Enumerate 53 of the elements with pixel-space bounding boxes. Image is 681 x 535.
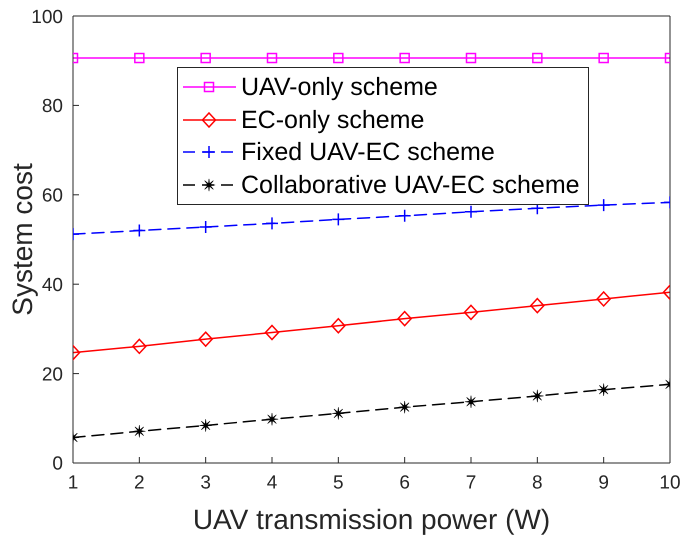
point: [331, 318, 346, 334]
y-tick-label: 40: [42, 274, 63, 296]
point: [464, 304, 478, 320]
point: [397, 310, 412, 326]
point: [265, 216, 279, 230]
point: [399, 52, 410, 64]
y-tick-label: 60: [42, 186, 63, 207]
legend-label: UAV-only scheme: [241, 73, 438, 102]
x-tick-label: 9: [598, 472, 609, 494]
y-axis-title: System cost: [6, 163, 38, 316]
x-tick-label: 1: [68, 472, 78, 494]
point: [597, 383, 610, 396]
point: [266, 412, 278, 426]
x-tick-label: 2: [134, 472, 145, 494]
y-tick-label: 0: [52, 454, 63, 475]
x-tick-label: 10: [659, 472, 681, 494]
point: [199, 419, 212, 432]
point: [464, 395, 478, 408]
point: [332, 212, 346, 226]
x-tick-label: 8: [532, 472, 543, 494]
x-tick-label: 6: [399, 472, 410, 494]
point: [132, 224, 146, 238]
point: [132, 338, 147, 354]
point: [596, 198, 610, 212]
point: [264, 324, 280, 340]
x-tick-label: 4: [266, 472, 278, 494]
point: [398, 209, 412, 223]
legend-label: Fixed UAV-EC scheme: [241, 138, 495, 166]
point: [198, 220, 212, 234]
point: [398, 400, 411, 414]
y-tick-label: 80: [42, 96, 63, 118]
y-tick-label: 20: [42, 364, 63, 386]
y-tick-label: 100: [31, 6, 63, 28]
point: [530, 298, 545, 314]
point: [266, 52, 278, 64]
x-tick-label: 5: [333, 472, 344, 494]
point: [333, 52, 344, 64]
point: [466, 52, 476, 64]
point: [532, 52, 543, 64]
x-tick-label: 7: [466, 472, 476, 494]
legend-label: EC-only scheme: [241, 106, 424, 134]
point: [198, 331, 213, 347]
point: [134, 52, 145, 64]
point: [200, 52, 211, 64]
legend-label: Collaborative UAV-EC scheme: [241, 170, 580, 199]
point: [596, 291, 611, 307]
point: [464, 205, 478, 219]
x-tick-label: 3: [200, 472, 211, 494]
x-axis-title: UAV transmission power (W): [192, 504, 550, 535]
point: [133, 424, 146, 438]
point: [531, 390, 544, 402]
point: [598, 52, 609, 64]
point: [332, 407, 345, 420]
